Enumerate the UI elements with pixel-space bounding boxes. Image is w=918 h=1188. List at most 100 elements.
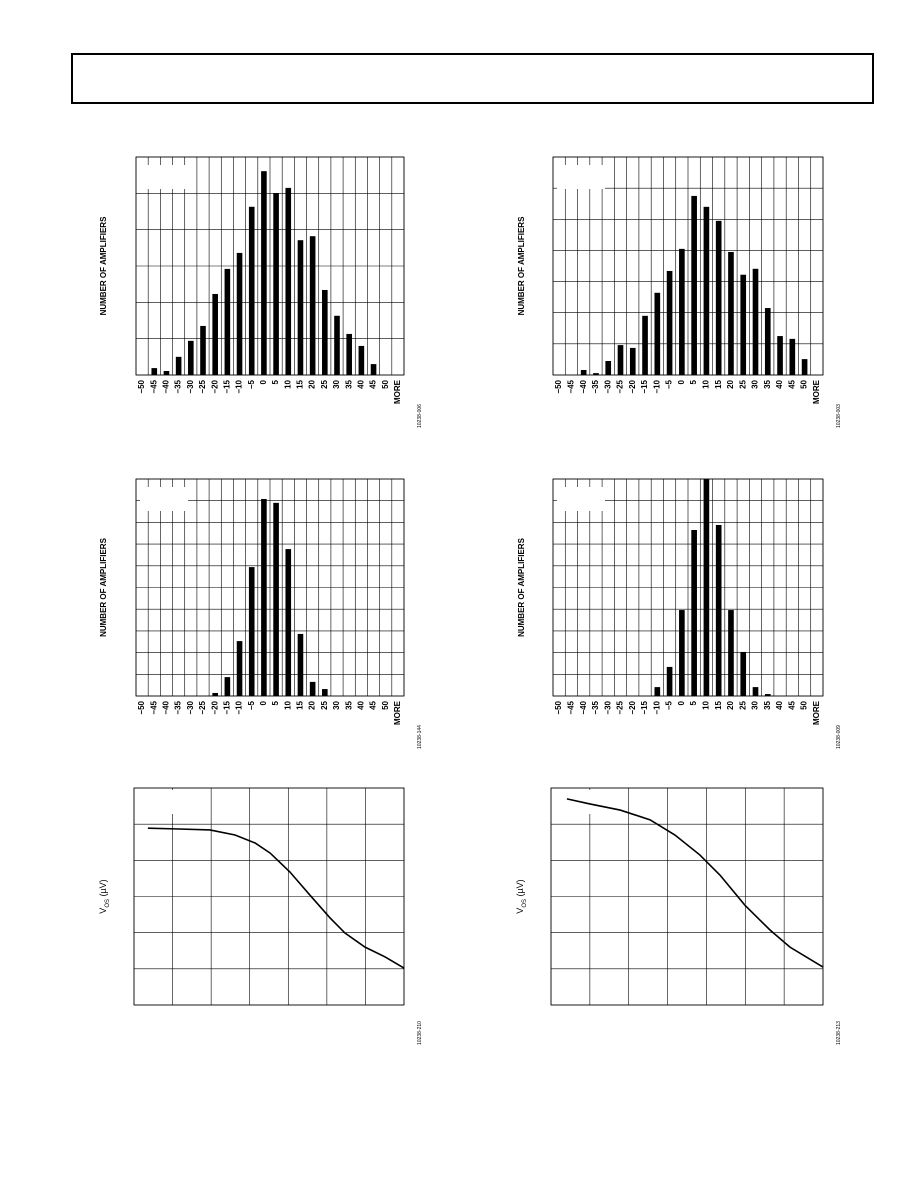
x-tick-label: 20: [308, 700, 317, 709]
y-axis-label: VOS (µV): [98, 879, 111, 913]
x-tick-label: −25: [198, 379, 207, 393]
bar: [346, 333, 352, 375]
x-tick-label: −5: [665, 700, 674, 710]
bar: [297, 240, 304, 375]
y-axis-label: NUMBER OF AMPLIFIERS: [517, 537, 526, 636]
x-tick-label: −35: [591, 379, 600, 393]
x-tick-label: 45: [787, 700, 796, 709]
bar: [273, 193, 279, 375]
bar: [236, 252, 243, 375]
x-tick-label: −10: [652, 379, 661, 393]
x-tick-label: 30: [751, 379, 760, 388]
plot-frame: [135, 156, 405, 376]
x-tick-label: MORE: [393, 700, 402, 725]
x-tick-label: 5: [271, 379, 280, 384]
bar: [629, 347, 636, 375]
x-tick-label: −15: [222, 379, 231, 393]
x-tick-label: −10: [652, 700, 661, 714]
x-tick-label: −50: [554, 379, 563, 393]
bar: [358, 345, 365, 375]
plot-frame: [133, 787, 405, 1006]
bar: [654, 292, 661, 375]
plot-frame: [552, 478, 824, 697]
bar: [740, 651, 747, 696]
x-tick-label: −40: [162, 700, 171, 714]
bar: [728, 610, 734, 696]
bar: [740, 274, 747, 375]
bar: [285, 187, 292, 375]
plot-frame: [552, 156, 824, 376]
plot-frame: [135, 478, 405, 697]
bar: [188, 340, 194, 375]
bar: [752, 687, 759, 696]
bar: [691, 529, 697, 696]
y-axis-label-part: (µV): [515, 879, 525, 899]
y-axis-label: VOS (µV): [515, 879, 528, 913]
x-tick-label: −50: [554, 700, 563, 714]
x-tick-label: 0: [259, 379, 268, 384]
y-axis-label: NUMBER OF AMPLIFIERS: [99, 216, 108, 315]
bar: [617, 345, 624, 375]
x-tick-label: −20: [628, 700, 637, 714]
x-tick-label: 45: [369, 700, 378, 709]
y-axis-label: NUMBER OF AMPLIFIERS: [517, 216, 526, 315]
x-tick-label: −15: [222, 700, 231, 714]
x-tick-label: 0: [259, 700, 268, 705]
legend-blank: [140, 165, 188, 189]
x-tick-label: 50: [800, 700, 809, 709]
bar: [715, 220, 722, 375]
x-tick-label: −30: [186, 700, 195, 714]
x-tick-label: −40: [579, 700, 588, 714]
x-tick-label: −15: [640, 700, 649, 714]
y-axis-label-part: OS: [105, 899, 111, 908]
x-tick-label: 25: [320, 700, 329, 709]
plot-frame: [550, 787, 824, 1006]
bar: [285, 549, 292, 696]
x-tick-label: −40: [162, 379, 171, 393]
x-tick-label: 15: [296, 700, 305, 709]
header-box: [71, 53, 874, 104]
x-tick-label: 35: [763, 379, 772, 388]
bar: [679, 248, 685, 375]
x-tick-label: 30: [332, 379, 341, 388]
x-tick-label: −25: [198, 700, 207, 714]
bar: [151, 368, 158, 375]
x-tick-label: −35: [591, 700, 600, 714]
x-tick-label: 15: [296, 379, 305, 388]
y-axis-label-part: V: [515, 908, 525, 914]
x-tick-label: MORE: [812, 700, 821, 725]
x-tick-label: 45: [787, 379, 796, 388]
x-tick-label: −5: [247, 379, 256, 389]
x-tick-label: 40: [775, 700, 784, 709]
x-tick-label: 20: [726, 700, 735, 709]
bar: [666, 666, 673, 696]
y-axis-label: NUMBER OF AMPLIFIERS: [99, 537, 108, 636]
bar: [175, 356, 182, 375]
bar: [309, 681, 316, 696]
bar: [752, 268, 759, 375]
x-tick-label: 5: [689, 700, 698, 705]
x-tick-label: −30: [603, 379, 612, 393]
x-tick-label: 35: [763, 700, 772, 709]
x-tick-label: 10: [283, 700, 292, 709]
x-tick-label: 10: [702, 700, 711, 709]
x-tick-label: −20: [628, 379, 637, 393]
legend-blank: [162, 790, 210, 814]
bar: [248, 206, 255, 375]
x-tick-label: −35: [174, 379, 183, 393]
bar: [248, 567, 255, 696]
data-line: [566, 798, 824, 968]
bar: [703, 479, 710, 696]
x-tick-label: 25: [738, 700, 747, 709]
x-tick-label: MORE: [812, 379, 821, 404]
bar: [691, 195, 697, 375]
x-tick-label: −5: [247, 700, 256, 710]
bar: [764, 308, 771, 375]
x-tick-label: 15: [714, 700, 723, 709]
x-tick-label: −25: [616, 379, 625, 393]
legend-blank: [557, 165, 605, 189]
x-tick-label: 20: [308, 379, 317, 388]
x-tick-label: MORE: [393, 379, 402, 404]
